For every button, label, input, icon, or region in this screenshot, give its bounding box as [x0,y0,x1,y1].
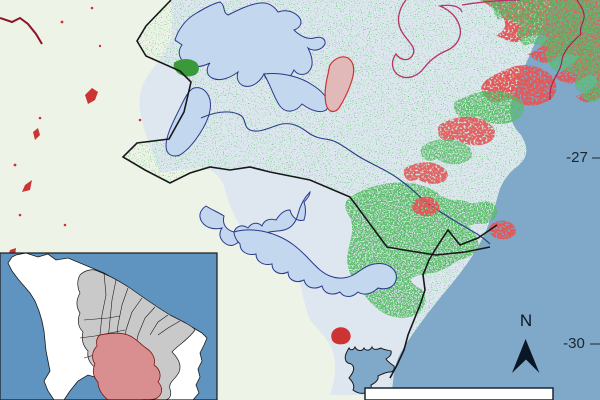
svg-text:-30: -30 [563,335,585,352]
svg-text:-27: -27 [566,149,588,166]
svg-text:N: N [520,311,532,330]
